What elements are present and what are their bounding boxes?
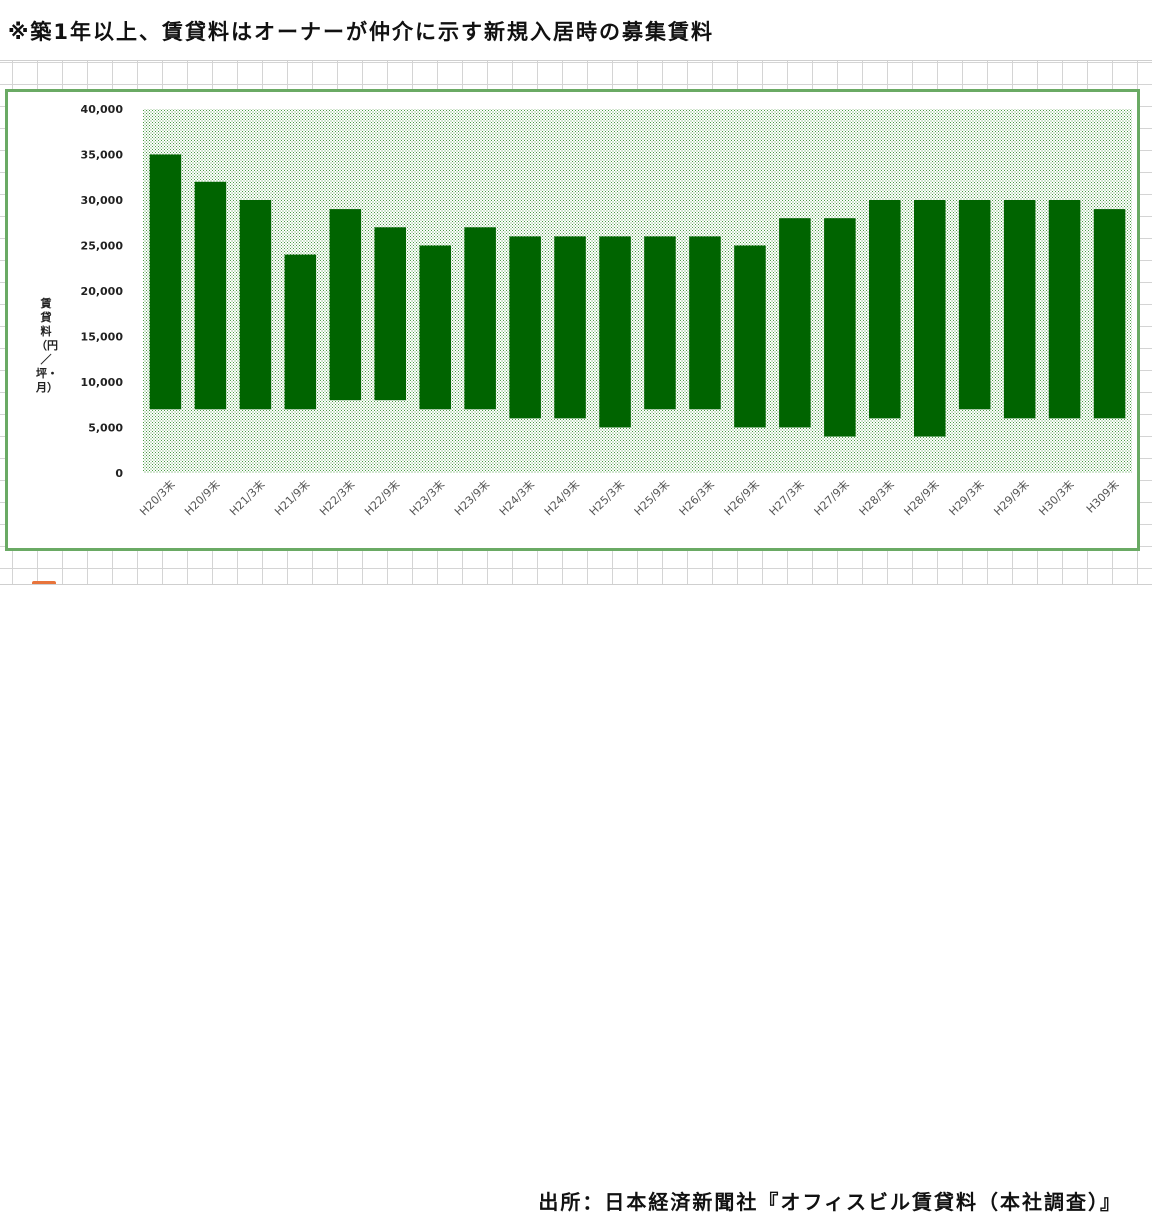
x-tick-label: H24/9末 bbox=[541, 477, 582, 518]
header-band: ※築1年以上、賃貸料はオーナーが仲介に示す新規入居時の募集賃料 bbox=[0, 0, 1152, 61]
x-tick-label: H29/3末 bbox=[946, 477, 987, 518]
x-tick-label: H26/3末 bbox=[676, 477, 717, 518]
x-tick-label: H22/3末 bbox=[316, 477, 357, 518]
y-tick-label: 25,000 bbox=[81, 240, 124, 253]
x-tick-label: H24/3末 bbox=[496, 477, 537, 518]
bar-H20/3末[interactable] bbox=[149, 154, 182, 410]
x-tick-label: H28/9末 bbox=[901, 477, 942, 518]
x-tick-label: H22/9末 bbox=[361, 477, 402, 518]
chart-frame[interactable]: 0 5,000 10,000 15,000 20,000 25,000 30,000 35,0… bbox=[5, 89, 1140, 609]
y-tick-label: 30,000 bbox=[81, 194, 124, 207]
bar-H28/3末[interactable] bbox=[869, 200, 901, 419]
source-note: 出所：日本経済新聞社『オフィスビル賃貸料（本社調査）』 bbox=[538, 1190, 1122, 1214]
x-tick-label: H25/9末 bbox=[631, 477, 672, 518]
x-tick-label: H20/3末 bbox=[137, 477, 178, 518]
x-tick-label: H309末 bbox=[1083, 477, 1121, 515]
x-tick-label: H28/3末 bbox=[856, 477, 897, 518]
bar-H29/9末[interactable] bbox=[1003, 200, 1036, 419]
y-tick-label: 40,000 bbox=[81, 103, 124, 116]
bar-H30/3末[interactable] bbox=[1048, 200, 1081, 419]
bar-H27/3末[interactable] bbox=[779, 218, 811, 428]
rent-chart: 0 5,000 10,000 15,000 20,000 25,000 30,000 35,0… bbox=[81, 103, 1132, 518]
x-tick-label: H27/3末 bbox=[766, 477, 807, 518]
bar-H23/3末[interactable] bbox=[419, 245, 452, 410]
bar-H21/3末[interactable] bbox=[239, 200, 272, 410]
x-tick-label: H27/9末 bbox=[811, 477, 852, 518]
y-tick-label: 20,000 bbox=[81, 285, 124, 298]
bar-H26/3末[interactable] bbox=[689, 236, 721, 410]
x-tick-label: H21/3末 bbox=[227, 477, 268, 518]
y-axis-label: 賃貸料（円／坪・月） bbox=[36, 297, 58, 394]
y-tick-label: 5,000 bbox=[88, 422, 123, 435]
x-tick-label: H23/9末 bbox=[451, 477, 492, 518]
y-tick-label: 35,000 bbox=[81, 149, 124, 162]
bar-H22/3末[interactable] bbox=[329, 209, 362, 401]
y-tick-label: 0 bbox=[115, 467, 123, 480]
bar-H21/9末[interactable] bbox=[284, 254, 317, 410]
x-tick-label: H25/3末 bbox=[586, 477, 627, 518]
bar-H22/9末[interactable] bbox=[374, 227, 407, 401]
x-tick-label: H20/9末 bbox=[182, 477, 223, 518]
bar-H24/9末[interactable] bbox=[554, 236, 586, 419]
bar-H28/9末[interactable] bbox=[914, 200, 946, 437]
bar-H25/9末[interactable] bbox=[644, 236, 676, 410]
bar-H23/9末[interactable] bbox=[464, 227, 496, 410]
bar-H25/3末[interactable] bbox=[599, 236, 631, 428]
bar-H24/3末[interactable] bbox=[509, 236, 541, 419]
bar-H20/9末[interactable] bbox=[194, 181, 227, 410]
x-tick-label: H26/9末 bbox=[721, 477, 762, 518]
chart-note: ※築1年以上、賃貸料はオーナーが仲介に示す新規入居時の募集賃料 bbox=[8, 20, 715, 44]
bar-H26/9末[interactable] bbox=[734, 245, 766, 428]
y-tick-label: 15,000 bbox=[81, 331, 124, 344]
bar-H309末[interactable] bbox=[1093, 209, 1126, 419]
x-tick-label: H30/3末 bbox=[1036, 477, 1077, 518]
x-tick-label: H29/9末 bbox=[991, 477, 1032, 518]
x-tick-label: H23/3末 bbox=[406, 477, 447, 518]
bar-H29/3末[interactable] bbox=[958, 200, 991, 410]
bar-H27/9末[interactable] bbox=[824, 218, 856, 437]
y-tick-label: 10,000 bbox=[81, 376, 124, 389]
x-tick-label: H21/9末 bbox=[271, 477, 312, 518]
footer-band: 出所：日本経済新聞社『オフィスビル賃貸料（本社調査）』 bbox=[0, 584, 1152, 1214]
